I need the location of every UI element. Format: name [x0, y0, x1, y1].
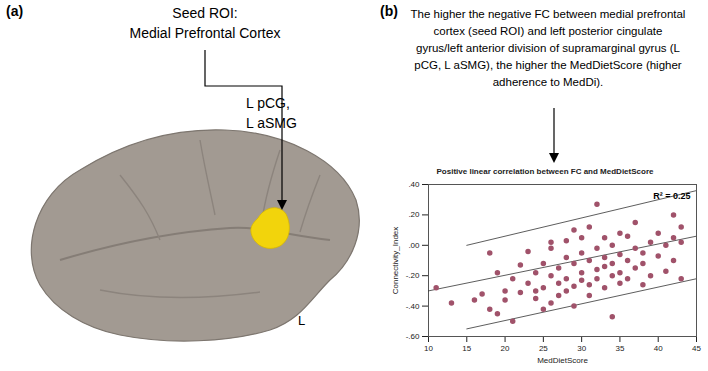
svg-text:L aSMG: L aSMG — [246, 115, 297, 131]
svg-text:L: L — [298, 313, 305, 328]
svg-text:Seed ROI:: Seed ROI: — [172, 5, 237, 21]
svg-text:40: 40 — [654, 344, 663, 353]
svg-text:-.60: -.60 — [406, 332, 420, 341]
svg-text:R² = 0.25: R² = 0.25 — [653, 191, 690, 201]
svg-text:35: 35 — [615, 344, 624, 353]
svg-text:MedDietScore: MedDietScore — [537, 356, 588, 365]
svg-text:gyrus/left anterior division o: gyrus/left anterior division of supramar… — [416, 42, 681, 54]
svg-text:-.40: -.40 — [406, 302, 420, 311]
svg-text:20: 20 — [501, 344, 510, 353]
svg-text:45: 45 — [692, 344, 701, 353]
svg-text:(a): (a) — [6, 3, 23, 19]
svg-text:30: 30 — [577, 344, 586, 353]
svg-text:25: 25 — [539, 344, 548, 353]
svg-text:.00: .00 — [408, 241, 420, 250]
svg-text:cortex (seed ROI) and left pos: cortex (seed ROI) and left posterior cin… — [434, 25, 663, 37]
svg-text:L pCG,: L pCG, — [246, 95, 290, 111]
svg-text:pCG, L aSMG), the higher the M: pCG, L aSMG), the higher the MedDietScor… — [414, 59, 682, 71]
svg-text:.40: .40 — [408, 180, 420, 189]
svg-text:Medial Prefrontal Cortex: Medial Prefrontal Cortex — [130, 25, 281, 41]
svg-text:.20: .20 — [408, 210, 420, 219]
svg-text:10: 10 — [424, 344, 433, 353]
html-text:Positive linear correlation be: Positive linear correlation between FC a… — [436, 167, 654, 176]
svg-text:Connectivity_Index: Connectivity_Index — [391, 227, 400, 295]
svg-text:-.20: -.20 — [406, 271, 420, 280]
svg-text:(b): (b) — [380, 3, 398, 19]
svg-text:15: 15 — [462, 344, 471, 353]
svg-text:adherence to MedDi).: adherence to MedDi). — [493, 76, 604, 88]
svg-text:The higher the negative FC bet: The higher the negative FC between media… — [411, 8, 686, 20]
